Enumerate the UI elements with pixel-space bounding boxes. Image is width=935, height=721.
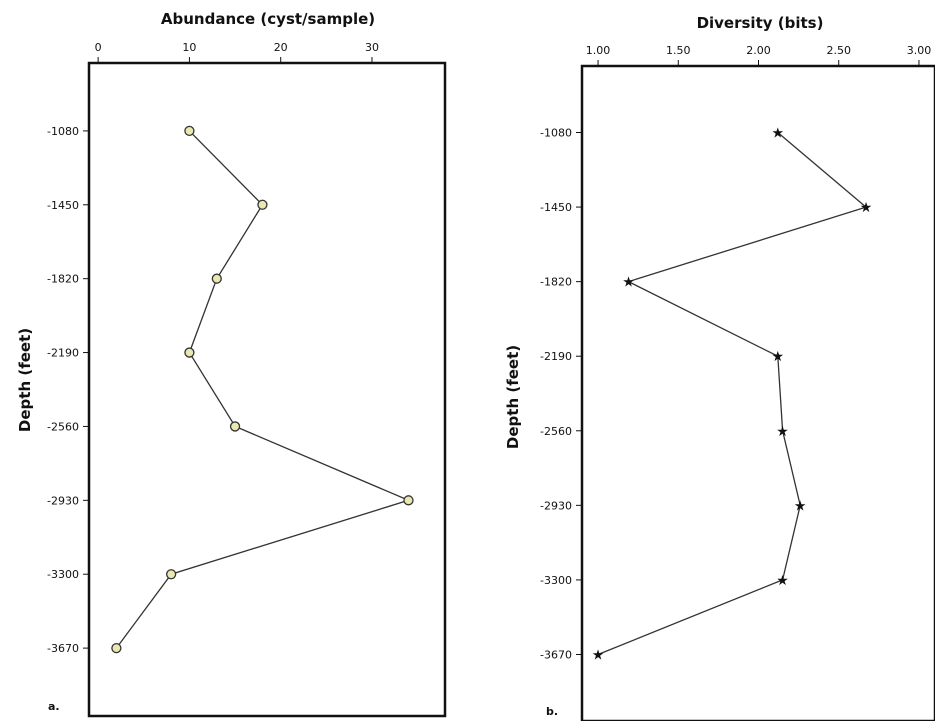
abundance-title: Abundance (cyst/sample): [161, 10, 375, 28]
abundance-y-tick-label: -3670: [47, 642, 79, 655]
panel-a-label: a.: [48, 700, 60, 713]
abundance-point: [111, 642, 122, 654]
diversity-point: ★: [622, 275, 635, 291]
diversity-x-tick-label: 2.00: [746, 44, 771, 57]
abundance-point: [257, 199, 268, 210]
diversity-point: ★: [860, 200, 873, 216]
abundance-y-tick-label: -1080: [47, 125, 79, 138]
abundance-x-tick-label: 0: [95, 41, 102, 54]
abundance-point: [403, 495, 414, 506]
abundance-y-tick-label: -1450: [47, 199, 79, 212]
abundance-y-tick-label: -1820: [47, 273, 79, 286]
diversity-y-tick-label: -3300: [540, 574, 572, 587]
diversity-point: ★: [771, 126, 784, 142]
abundance-y-tick-label: -2560: [47, 420, 79, 433]
diversity-point: ★: [776, 573, 789, 589]
diversity-y-tick-label: -1820: [540, 276, 572, 289]
diversity-title: Diversity (bits): [697, 14, 824, 32]
abundance-x-tick-label: 20: [274, 41, 288, 54]
diversity-y-tick-label: -1450: [540, 201, 572, 214]
abundance-plot-frame: [87, 61, 447, 718]
abundance-x-tick-label: 10: [182, 41, 196, 54]
abundance-point: [184, 347, 195, 358]
abundance-y-tick-label: -2930: [47, 494, 79, 507]
diversity-y-tick-label: -3670: [540, 648, 572, 661]
abundance-point: [166, 569, 177, 580]
diversity-y-tick-label: -2560: [540, 425, 572, 438]
abundance-ylabel: Depth (feet): [16, 328, 34, 432]
diversity-y-tick-label: -2930: [540, 499, 572, 512]
diversity-plot: 1.00 1.50 2.00 2.50 3.00 -1080 -1450 -1820 -2190…: [540, 44, 935, 721]
diversity-plot-frame: [580, 64, 935, 721]
diversity-x-tick-label: 3.00: [907, 44, 932, 57]
diversity-y-tick-label: -1080: [540, 127, 572, 140]
diversity-point: ★: [776, 424, 789, 440]
diversity-x-tick-label: 2.50: [826, 44, 851, 57]
diversity-ylabel: Depth (feet): [504, 345, 522, 449]
diversity-point: ★: [771, 349, 784, 365]
diversity-series-line: [597, 132, 868, 656]
diversity-point: ★: [592, 647, 605, 663]
abundance-point: [211, 273, 222, 284]
diversity-y-tick-label: -2190: [540, 350, 572, 363]
diversity-point: ★: [794, 498, 807, 514]
abundance-x-tick-label: 30: [365, 41, 379, 54]
abundance-y-tick-label: -3300: [47, 568, 79, 581]
diversity-x-tick-label: 1.00: [586, 44, 611, 57]
abundance-plot: 0 10 20 30 -1080 -1450 -1820 -2190 -2560 -2930 -33…: [47, 41, 447, 718]
diversity-x-tick-label: 1.50: [666, 44, 691, 57]
abundance-y-tick-label: -2190: [47, 347, 79, 360]
abundance-point: [229, 421, 241, 432]
abundance-point: [184, 125, 195, 137]
abundance-series-line: [115, 130, 411, 649]
panel-b-label: b.: [546, 705, 558, 718]
